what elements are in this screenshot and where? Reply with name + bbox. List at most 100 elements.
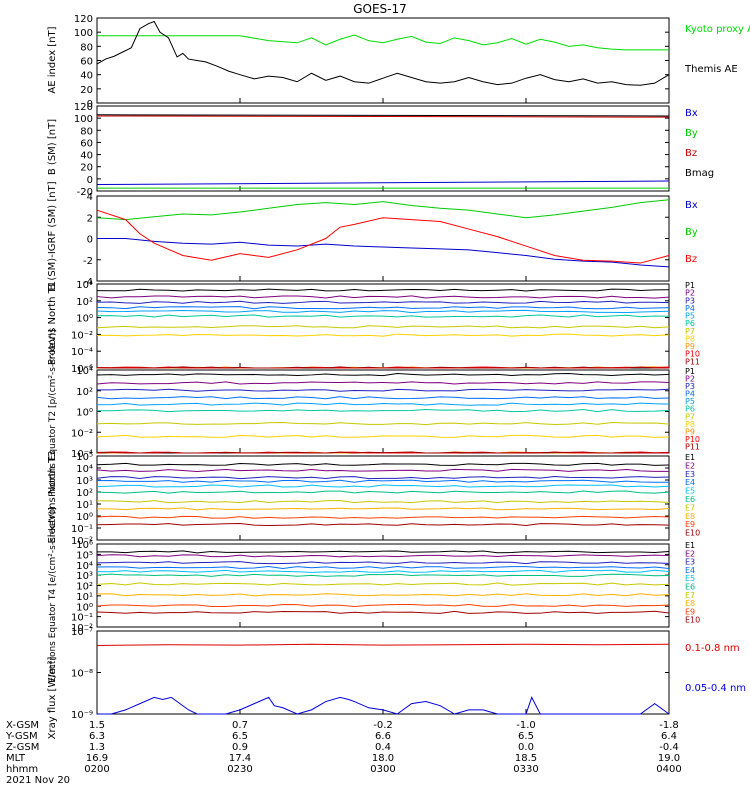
- series-line-e1: [96, 462, 670, 466]
- y-tick-label: 10⁻⁸: [71, 669, 93, 680]
- panel-plot-2: -4 -2 0 2 4 Bx By Bz: [83, 192, 698, 288]
- series-line-e7: [96, 582, 670, 586]
- footer-label: Z-GSM: [6, 742, 39, 753]
- panel-plot-7: 10⁻⁷ 10⁻⁸ 10⁻⁹ 0.1-0.8 nm 0.05-0.4 nm: [71, 627, 746, 721]
- legend-label: P10: [685, 435, 700, 444]
- y-tick-label: 10³: [76, 476, 93, 487]
- series-line-p1: [96, 373, 670, 377]
- panel-plot-4: 10⁴ 10² 10⁰ 10⁻² 10⁻⁴ P1P2P3P4P5P6P7P8P9P10P1…: [71, 366, 700, 460]
- series-line-0-1-0-8-nm: [96, 643, 670, 647]
- y-tick-label: 10⁻⁷: [71, 627, 93, 638]
- y-tick-label: 10²: [76, 297, 93, 308]
- footer-value: 6.4: [661, 731, 677, 742]
- panel-plot-6: 10⁶10⁵10⁴10³10²10¹10⁰10⁻¹10⁻²E1E2E3E4E5E…: [71, 540, 700, 634]
- footer-value: 6.5: [518, 731, 534, 742]
- legend-label: E2: [685, 549, 695, 558]
- plot-frame: [96, 455, 670, 541]
- legend-label: E10: [685, 529, 700, 538]
- y-tick-label: 10⁻¹: [71, 524, 93, 535]
- legend-label: Bz: [685, 254, 697, 265]
- legend-label: E6: [685, 495, 695, 504]
- legend-label: E6: [685, 583, 695, 592]
- series-line-p1: [96, 288, 670, 292]
- y-tick-label: 10⁵: [76, 550, 93, 561]
- footer-date: 2021 Nov 20: [6, 775, 70, 786]
- y-tick-label: 4: [87, 192, 93, 203]
- y-tick-label: 10⁻¹: [71, 613, 93, 624]
- footer-value: 17.4: [229, 753, 251, 764]
- series-line-bz: [96, 115, 670, 118]
- series-line-p6: [96, 409, 670, 413]
- y-tick-label: 20: [80, 163, 93, 174]
- footer-value: 6.3: [89, 731, 105, 742]
- series-line-p2: [96, 381, 670, 385]
- legend-label: By: [685, 128, 698, 139]
- y-tick-label: 10¹: [76, 592, 93, 603]
- y-tick-label: 10⁻²: [71, 536, 93, 547]
- footer-value: 19.0: [658, 753, 680, 764]
- plot-frame: [96, 630, 670, 715]
- y-tick-label: 40: [80, 71, 93, 82]
- panel-b-sm: B (SM) [nT]: [47, 119, 58, 175]
- legend-label: P4: [685, 304, 695, 313]
- legend-label: 0.1-0.8 nm: [685, 643, 740, 654]
- footer-value: 0400: [656, 764, 681, 775]
- series-line-bmag: [96, 114, 670, 117]
- y-tick-label: 80: [80, 42, 93, 53]
- series-line-e1: [96, 550, 670, 554]
- series-line-e10: [96, 610, 670, 614]
- panel-ylabel: B (SM) [nT]: [47, 119, 58, 175]
- legend-label: E7: [685, 591, 695, 600]
- y-tick-label: 10⁻²: [71, 330, 93, 341]
- series-line-e2: [96, 554, 670, 558]
- legend-label: E3: [685, 558, 695, 567]
- legend-label: P11: [685, 442, 700, 451]
- footer-label: hhmm: [6, 764, 38, 775]
- chart-title: GOES-17: [353, 2, 407, 16]
- legend-label: P8: [685, 334, 695, 343]
- series-line-e7: [96, 500, 670, 504]
- series-line-p3: [96, 300, 670, 304]
- series-line-bz: [96, 209, 670, 264]
- legend-label: P7: [685, 327, 695, 336]
- legend-label: Bz: [685, 148, 697, 159]
- legend-label: E4: [685, 478, 695, 487]
- series-line-by: [96, 199, 670, 221]
- y-tick-label: 20: [80, 85, 93, 96]
- panel-plot-3: 10⁴10²10⁰10⁻²10⁻⁴10⁻⁶P1P2P3P4P5P6P7P8P9P…: [71, 280, 700, 375]
- series-line-e9: [96, 603, 670, 608]
- y-tick-label: 60: [80, 138, 93, 149]
- legend-label: P2: [685, 289, 695, 298]
- legend-label: P8: [685, 420, 695, 429]
- footer-table: X-GSM Y-GSM Z-GSM MLT hhmm 2021 Nov 20 1…: [5, 720, 682, 786]
- y-tick-label: 10⁻⁶: [71, 364, 93, 375]
- panel-protons-equator-t2: Protons Equator T2 [p/(cm²-s-sr-keV)]: [48, 329, 58, 497]
- panel-electrons-equator-t4: Electrons Equator T4 [e/(cm²-s-sr-keV)]: [48, 507, 58, 683]
- legend-label: E1: [685, 453, 695, 462]
- footer-label: X-GSM: [6, 720, 39, 731]
- panel-ylabel: AE index [nT]: [47, 26, 58, 93]
- plot-frame: [96, 17, 670, 104]
- footer-value: -1.8: [659, 720, 679, 731]
- footer-label: MLT: [6, 753, 26, 764]
- y-tick-label: 60: [80, 57, 93, 68]
- legend-label: P4: [685, 390, 695, 399]
- y-tick-label: 10³: [76, 571, 93, 582]
- y-tick-label: 10¹: [76, 500, 93, 511]
- series-line-p5: [96, 402, 670, 406]
- footer-value: -0.2: [373, 720, 393, 731]
- legend-label: E5: [685, 487, 695, 496]
- legend-label: P9: [685, 427, 695, 436]
- panel-b-sm-igrf: B (SM)-IGRF (SM) [nT]: [47, 181, 58, 290]
- series-line-p3: [96, 388, 670, 392]
- footer-value: 1.5: [89, 720, 105, 731]
- legend-label: Bx: [685, 108, 698, 119]
- y-tick-label: -2: [83, 256, 93, 267]
- legend-label: P3: [685, 296, 695, 305]
- legend-label: E10: [685, 616, 700, 625]
- series-line-p4: [96, 306, 670, 310]
- series-line-e3: [96, 561, 670, 565]
- legend-label: E8: [685, 599, 695, 608]
- legend-label: P7: [685, 412, 695, 421]
